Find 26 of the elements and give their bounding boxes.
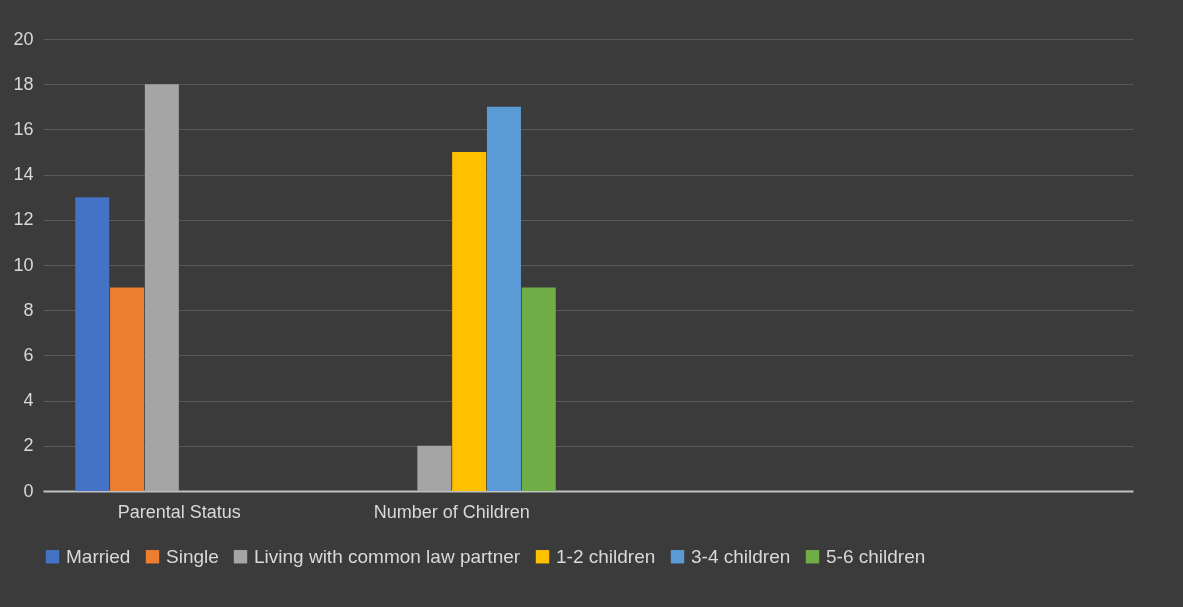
y-tick-label: 0 [23,480,34,501]
bar [75,197,110,491]
x-tick-label: Parental Status [117,501,241,522]
bar [144,84,179,491]
legend-label: Single [166,545,219,567]
y-tick-label: 10 [13,254,34,275]
y-tick-label: 18 [13,73,34,94]
bar [486,106,521,491]
legend-label: Living with common law partner [254,545,521,567]
bar [110,287,145,491]
y-tick-label: 4 [23,390,34,411]
bar [452,152,487,491]
x-tick-label: Number of Children [373,501,530,522]
y-tick-label: 12 [13,209,34,230]
bar [417,445,452,491]
legend-label: Married [66,545,131,567]
y-tick-label: 14 [13,164,34,185]
bar [521,287,556,491]
legend-label: 1-2 children [556,545,656,567]
legend-label: 5-6 children [826,545,926,567]
y-tick-label: 20 [13,28,34,49]
legend-label: 3-4 children [691,545,791,567]
y-tick-label: 16 [13,118,34,139]
y-tick-label: 8 [23,299,34,320]
y-tick-label: 2 [23,435,34,456]
y-tick-label: 6 [23,344,34,365]
